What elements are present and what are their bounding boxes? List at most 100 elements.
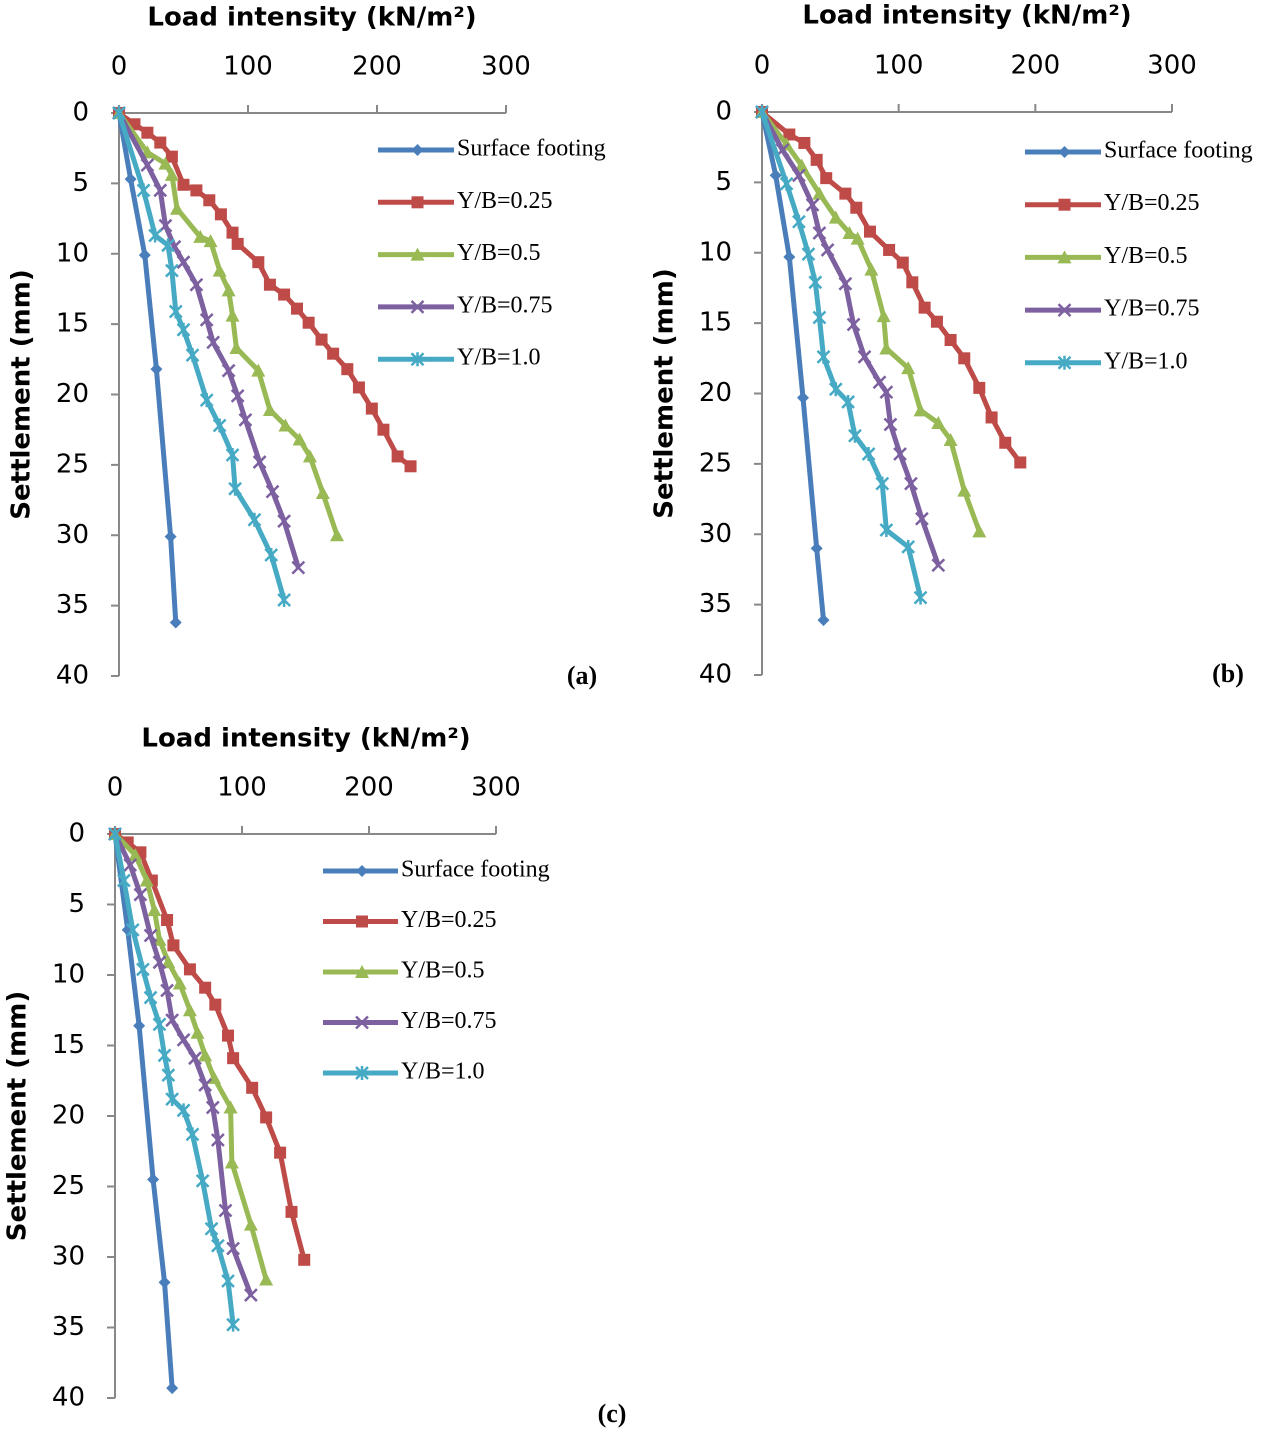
- marker: [278, 288, 291, 301]
- marker: [221, 1273, 235, 1288]
- marker: [985, 411, 998, 424]
- chart-title: Load intensity (kN/m²): [147, 3, 476, 33]
- marker: [792, 168, 806, 183]
- marker: [812, 226, 827, 240]
- marker: [893, 447, 907, 461]
- marker: [291, 302, 304, 315]
- marker: [260, 1111, 273, 1124]
- marker: [838, 276, 853, 291]
- marker: [177, 178, 190, 191]
- series-line: [116, 112, 179, 623]
- marker: [136, 183, 151, 198]
- marker: [783, 250, 796, 263]
- marker: [124, 173, 137, 186]
- y-tick-label: 30: [699, 519, 732, 549]
- marker: [797, 391, 809, 404]
- marker: [214, 208, 227, 221]
- legend-marker: [410, 247, 425, 261]
- marker: [125, 922, 140, 937]
- marker: [226, 1317, 240, 1332]
- y-tick-label: 10: [56, 238, 89, 268]
- series-line: [760, 110, 982, 533]
- marker: [161, 914, 174, 927]
- marker: [263, 278, 276, 291]
- y-tick-label: 25: [52, 1171, 85, 1201]
- marker: [872, 375, 887, 390]
- marker: [169, 616, 182, 629]
- marker: [203, 234, 218, 248]
- marker: [265, 484, 280, 499]
- marker: [147, 903, 162, 917]
- marker: [861, 447, 876, 462]
- marker: [883, 417, 898, 432]
- legend-marker: [1058, 146, 1071, 158]
- y-tick-label: 10: [699, 237, 732, 267]
- marker: [166, 1382, 179, 1395]
- legend-marker: [411, 196, 424, 209]
- marker: [913, 590, 928, 605]
- marker: [391, 450, 404, 463]
- marker: [810, 542, 823, 555]
- y-tick-label: 20: [56, 379, 89, 409]
- marker: [117, 873, 131, 888]
- marker: [252, 256, 265, 269]
- legend-label: Y/B=0.5: [457, 240, 541, 266]
- marker: [274, 1146, 287, 1159]
- marker: [365, 402, 378, 415]
- marker: [904, 476, 918, 491]
- marker: [167, 939, 180, 952]
- marker: [133, 1019, 146, 1032]
- marker: [226, 1241, 240, 1256]
- legend-label: Y/B=0.75: [401, 1008, 497, 1034]
- marker: [123, 858, 138, 872]
- marker: [224, 1155, 239, 1169]
- marker: [199, 393, 214, 408]
- series-line: [759, 111, 826, 621]
- marker: [158, 156, 173, 170]
- marker: [820, 172, 833, 185]
- marker: [225, 448, 240, 463]
- y-tick-label: 25: [56, 449, 89, 479]
- marker: [148, 228, 163, 243]
- marker: [176, 1032, 191, 1047]
- y-tick-label: 20: [52, 1101, 85, 1131]
- legend-marker: [1057, 303, 1072, 317]
- marker: [176, 1103, 191, 1118]
- x-tick-label: 100: [217, 773, 267, 803]
- marker: [164, 530, 177, 543]
- legend-marker: [356, 915, 368, 928]
- legend-label: Y/B=0.25: [457, 188, 553, 214]
- marker: [779, 176, 794, 191]
- y-tick-label: 35: [56, 590, 89, 620]
- marker: [972, 524, 987, 538]
- marker: [812, 186, 827, 200]
- marker: [846, 317, 861, 332]
- marker: [944, 334, 957, 347]
- marker: [798, 136, 811, 149]
- y-tick-label: 15: [56, 309, 89, 339]
- marker: [238, 412, 253, 427]
- x-tick-label: 0: [754, 51, 771, 81]
- y-tick-label: 0: [68, 819, 85, 849]
- marker: [277, 514, 292, 529]
- marker: [141, 126, 154, 139]
- marker: [143, 928, 158, 943]
- marker: [108, 827, 122, 841]
- marker: [330, 528, 345, 542]
- y-tick-label: 35: [699, 589, 732, 619]
- marker: [252, 455, 267, 469]
- marker: [223, 1100, 238, 1114]
- legend-label: Surface footing: [1104, 138, 1253, 164]
- marker: [377, 423, 390, 436]
- marker: [165, 150, 178, 163]
- marker: [792, 214, 806, 229]
- marker: [1014, 456, 1027, 469]
- marker: [140, 158, 155, 172]
- marker: [850, 201, 863, 214]
- marker: [199, 981, 212, 994]
- marker: [199, 313, 214, 327]
- y-tick-label: 5: [715, 167, 732, 197]
- marker: [999, 436, 1012, 449]
- marker: [841, 394, 855, 409]
